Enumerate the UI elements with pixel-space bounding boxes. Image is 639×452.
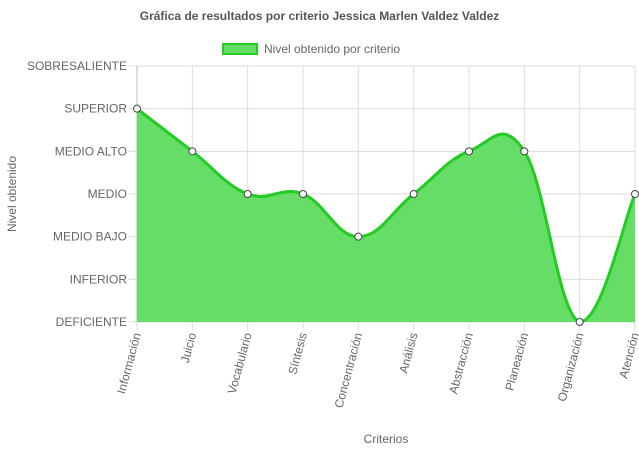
y-tick-label: DEFICIENTE <box>56 315 127 329</box>
y-tick-label: INFERIOR <box>70 272 128 286</box>
area-layer <box>136 107 637 324</box>
y-tick-label: MEDIO ALTO <box>55 144 127 158</box>
x-tick-label: Abstracción <box>446 331 476 395</box>
y-tick-label: SOBRESALIENTE <box>27 59 127 73</box>
data-point <box>465 147 473 156</box>
x-tick-label: Concentración <box>332 331 366 409</box>
x-tick-label: Información <box>114 331 144 395</box>
x-tick-label: Planeación <box>502 331 531 392</box>
legend-label: Nivel obtenido por criterio <box>264 42 401 56</box>
chart-title: Gráfica de resultados por criterio Jessi… <box>139 9 500 23</box>
data-points <box>133 104 639 326</box>
x-tick-label: Juicio <box>178 331 200 365</box>
data-point <box>188 147 197 156</box>
area-fill <box>137 108 635 323</box>
x-tick-label: Organización <box>555 331 587 403</box>
y-tick-label: MEDIO <box>88 187 127 201</box>
data-point <box>354 232 363 241</box>
x-axis-title: Criterios <box>363 432 409 446</box>
data-point <box>575 318 584 326</box>
legend-swatch <box>222 43 258 55</box>
data-point <box>631 190 639 198</box>
data-point <box>133 104 141 113</box>
x-tick-label: Análisis <box>396 331 420 375</box>
data-point <box>409 190 418 198</box>
x-tick-label: Vocabulario <box>225 331 255 396</box>
x-tick-label: Atención <box>616 331 639 380</box>
x-tick-label: Síntesis <box>285 331 310 376</box>
data-point <box>243 190 252 198</box>
y-tick-label: SUPERIOR <box>64 102 127 116</box>
y-tick-label: MEDIO BAJO <box>53 230 127 244</box>
data-point <box>299 190 307 198</box>
legend[interactable]: Nivel obtenido por criterio <box>222 42 400 56</box>
data-point <box>520 147 529 156</box>
